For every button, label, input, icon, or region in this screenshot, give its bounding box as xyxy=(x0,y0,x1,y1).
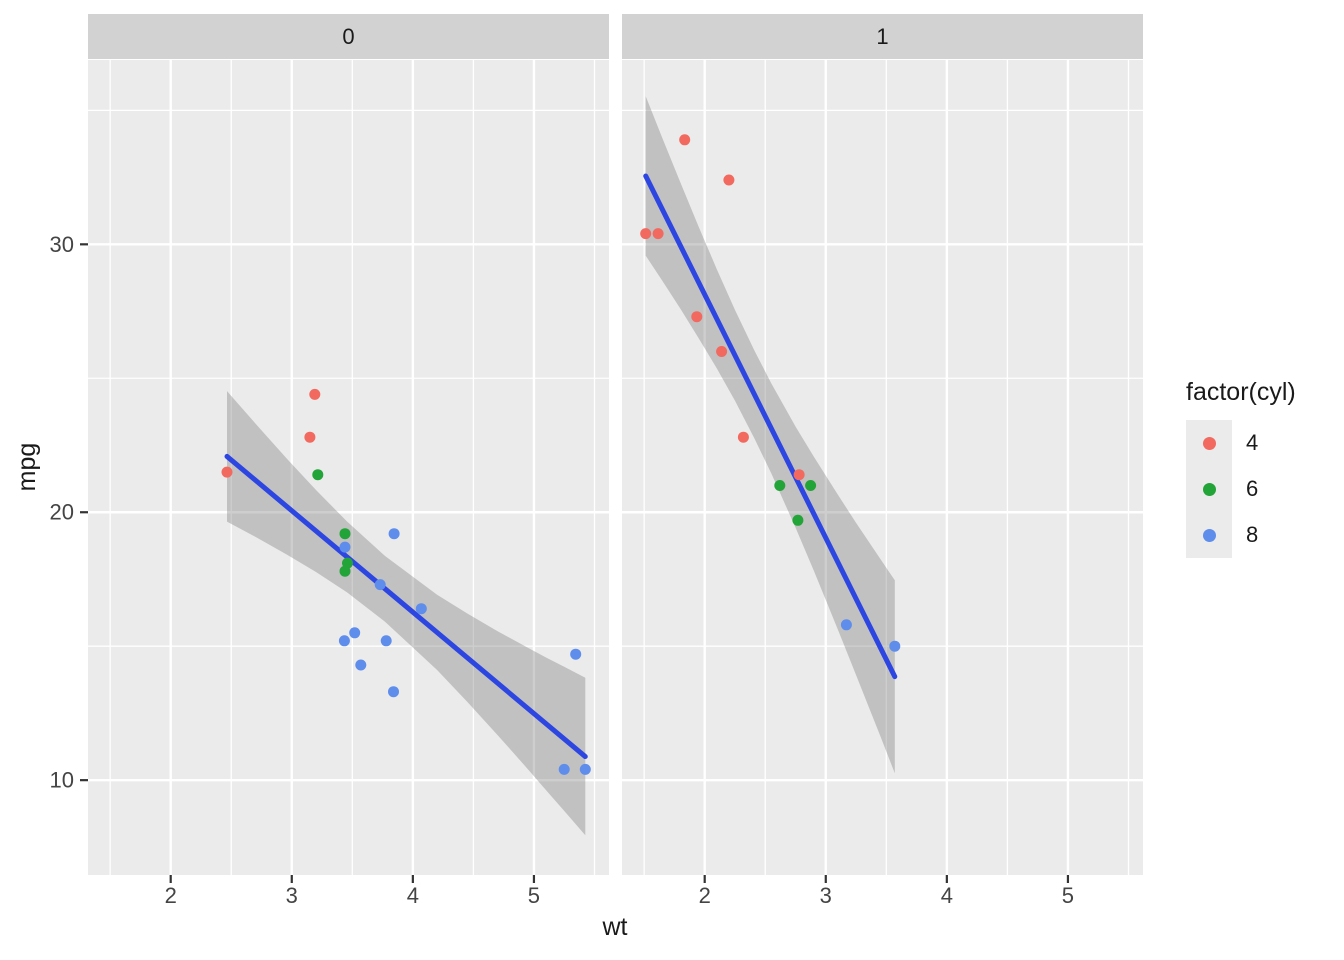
legend-item-label: 8 xyxy=(1246,522,1259,547)
data-point xyxy=(312,469,324,481)
data-point xyxy=(304,431,316,443)
legend-item-8: 8 xyxy=(1186,512,1296,558)
data-point xyxy=(221,466,233,478)
data-point xyxy=(774,480,786,491)
data-point xyxy=(805,480,817,491)
data-point xyxy=(374,579,386,591)
data-point xyxy=(840,619,852,631)
data-point xyxy=(792,514,804,526)
regression-line xyxy=(224,453,588,760)
data-point xyxy=(338,635,350,647)
data-point xyxy=(889,640,901,652)
legend: factor(cyl) 4 6 8 xyxy=(1186,378,1296,558)
facet-strip-0: 0 xyxy=(88,14,609,59)
data-point xyxy=(640,228,652,240)
legend-item-6: 6 xyxy=(1186,466,1296,512)
x-tick-label: 3 xyxy=(286,883,298,908)
legend-item-label: 4 xyxy=(1246,430,1259,455)
data-point xyxy=(716,346,728,357)
data-point xyxy=(309,388,321,400)
data-point xyxy=(793,469,805,481)
x-tick-label: 2 xyxy=(699,883,711,908)
x-axis-title: wt xyxy=(602,913,628,941)
y-tick-label: 30 xyxy=(50,232,74,257)
data-point xyxy=(652,228,664,240)
legend-key xyxy=(1186,512,1232,558)
data-point xyxy=(679,134,691,146)
legend-item-label: 6 xyxy=(1246,476,1259,501)
x-tick-label: 4 xyxy=(941,883,953,908)
data-point xyxy=(388,686,399,698)
y-tick-label: 10 xyxy=(50,768,74,793)
data-point xyxy=(737,431,749,443)
legend-point-icon xyxy=(1202,528,1216,542)
legend-point-icon xyxy=(1202,482,1216,496)
facet-panel-0: 2 3 4 5 xyxy=(88,60,609,908)
data-point xyxy=(415,603,427,615)
regression-line xyxy=(643,173,898,680)
x-tick-label: 5 xyxy=(1062,883,1074,908)
x-tick-label: 2 xyxy=(165,883,177,908)
y-axis-title: mpg xyxy=(13,442,41,492)
data-point xyxy=(380,635,392,647)
legend-key xyxy=(1186,420,1232,466)
facet-strip-0-label: 0 xyxy=(342,23,355,49)
panel-background xyxy=(622,60,1143,875)
data-point xyxy=(339,541,351,553)
data-point xyxy=(339,528,351,540)
y-axis: 10 20 30 xyxy=(50,232,88,793)
data-point xyxy=(355,659,367,671)
confidence-ribbon xyxy=(227,391,586,836)
x-tick-label: 3 xyxy=(820,883,832,908)
data-point xyxy=(579,763,591,775)
facet-panel-1: 2 3 4 5 xyxy=(622,60,1143,908)
data-point xyxy=(349,627,361,639)
panel-background xyxy=(88,60,609,875)
data-point xyxy=(570,648,582,660)
legend-key xyxy=(1186,466,1232,512)
confidence-ribbon xyxy=(645,96,895,774)
facet-strip-1-label: 1 xyxy=(876,23,889,49)
data-point xyxy=(691,311,703,323)
data-point xyxy=(558,763,570,775)
facet-strip-1: 1 xyxy=(622,14,1143,59)
data-point xyxy=(723,174,735,186)
data-point xyxy=(388,528,400,540)
legend-title: factor(cyl) xyxy=(1186,378,1296,406)
x-tick-label: 5 xyxy=(528,883,540,908)
legend-item-4: 4 xyxy=(1186,420,1296,466)
data-point xyxy=(339,565,351,577)
legend-point-icon xyxy=(1202,436,1216,450)
x-tick-label: 4 xyxy=(407,883,419,908)
y-tick-label: 20 xyxy=(50,500,74,525)
